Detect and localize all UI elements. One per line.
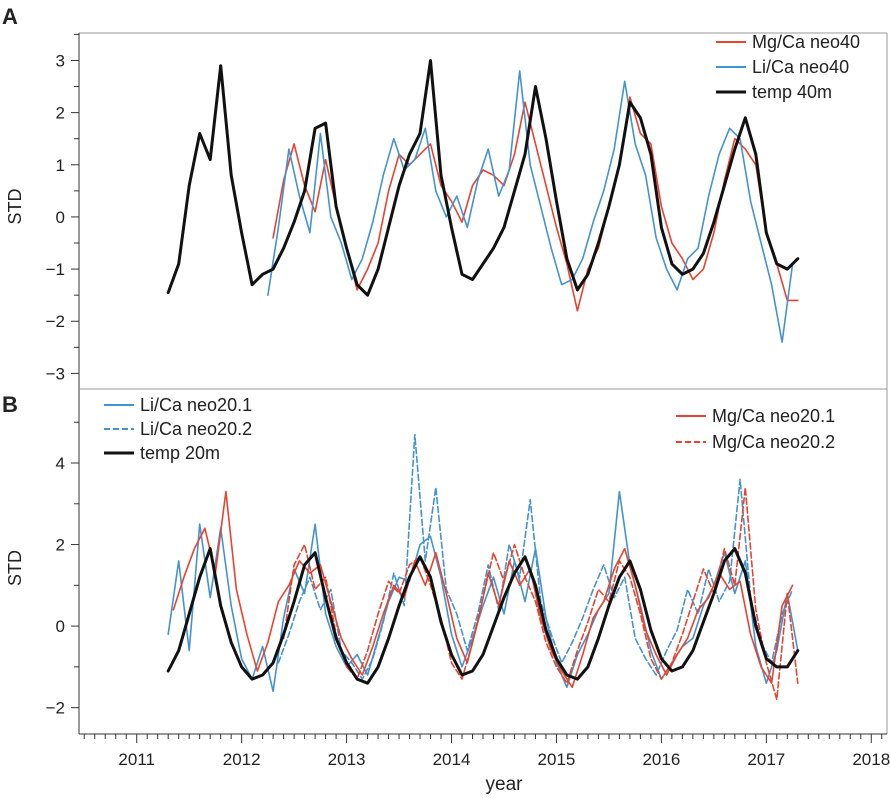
x-axis-label: year bbox=[486, 774, 524, 795]
y-tick-label: 3 bbox=[56, 51, 65, 70]
y-tick-label: 0 bbox=[56, 617, 65, 636]
y-tick-label: 0 bbox=[56, 208, 65, 227]
legend-label: Mg/Ca neo20.1 bbox=[712, 406, 835, 426]
series-line-mg-ca-neo40 bbox=[272, 96, 799, 312]
y-tick-label: 2 bbox=[56, 104, 65, 123]
x-tick-label: 2014 bbox=[433, 750, 471, 769]
x-tick-label: 2013 bbox=[328, 750, 366, 769]
series-line-temp-20m bbox=[166, 547, 800, 685]
x-tick-label: 2015 bbox=[538, 750, 576, 769]
legend-label: Mg/Ca neo20.2 bbox=[712, 432, 835, 452]
x-tick-label: 2018 bbox=[852, 750, 890, 769]
panel-b: B −2 0 2 4 STD Li/Ca neo20.1 Li/Ca neo20.2 temp … bbox=[2, 392, 890, 795]
x-tick-label: 2016 bbox=[642, 750, 680, 769]
series-line-li-ca-neo40 bbox=[267, 70, 794, 343]
series-line-mg-ca-neo20-2 bbox=[282, 486, 799, 701]
y-tick-label: −1 bbox=[46, 260, 65, 279]
panel-letter-b: B bbox=[2, 392, 18, 417]
x-tick-label: 2012 bbox=[223, 750, 261, 769]
y-axis-label: STD bbox=[5, 188, 25, 224]
y-tick-label: −3 bbox=[46, 364, 65, 383]
y-tick-label: 1 bbox=[56, 156, 65, 175]
panel-letter-a: A bbox=[2, 4, 18, 29]
y-tick-label: −2 bbox=[46, 312, 65, 331]
series-line-li-ca-neo20-1 bbox=[167, 490, 799, 693]
legend-label: Li/Ca neo20.1 bbox=[140, 395, 252, 415]
x-tick-label: 2017 bbox=[747, 750, 785, 769]
y-axis-label: STD bbox=[5, 550, 25, 586]
legend-label: temp 40m bbox=[752, 82, 832, 102]
legend-label: temp 20m bbox=[140, 443, 220, 463]
x-tick-label: 2011 bbox=[118, 750, 155, 769]
y-tick-label: 4 bbox=[56, 454, 65, 473]
legend-label: Mg/Ca neo40 bbox=[752, 32, 860, 52]
series-line-temp-40m bbox=[166, 59, 800, 297]
y-tick-label: −2 bbox=[46, 699, 65, 718]
panel-a: A −3 −2 −1 0 1 2 3 STD Mg/Ca neo40 Li/Ca neo40 temp… bbox=[2, 4, 860, 383]
legend-label: Li/Ca neo40 bbox=[752, 57, 849, 77]
legend-label: Li/Ca neo20.2 bbox=[140, 419, 252, 439]
y-tick-label: 2 bbox=[56, 536, 65, 555]
